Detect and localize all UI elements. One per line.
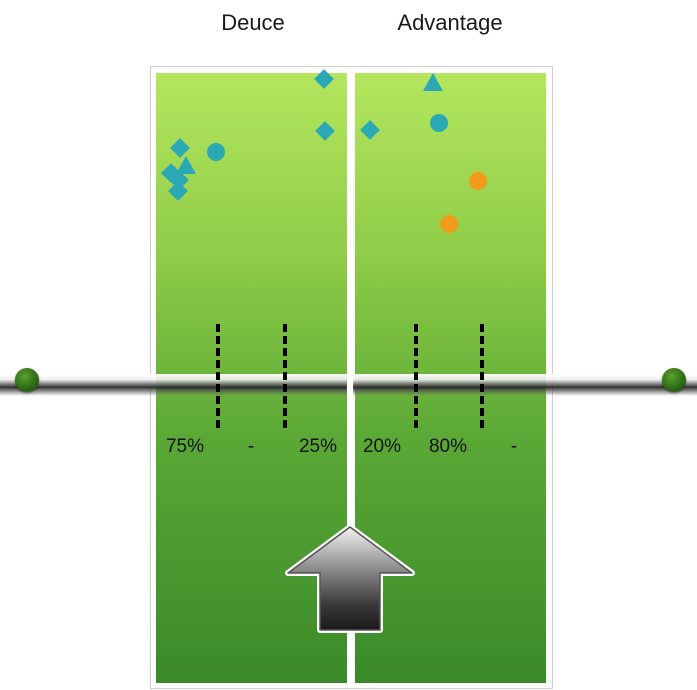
serve-diamond-marker xyxy=(314,69,334,89)
deuce-side-label: Deuce xyxy=(221,10,285,35)
advantage-body-percent: 80% xyxy=(428,436,468,457)
serve-diamond-marker xyxy=(168,181,188,201)
serve-diamond-marker xyxy=(360,120,380,140)
advantage-t-percent: 20% xyxy=(362,436,402,457)
deuce-t-percent: 25% xyxy=(298,436,338,457)
advantage-zone-divider-1 xyxy=(414,324,418,428)
deuce-zone-divider-2 xyxy=(283,324,287,428)
serve-diamond-marker xyxy=(315,121,335,141)
serve-circle-marker-orange xyxy=(440,215,458,233)
deuce-wide-percent: 75% xyxy=(165,436,205,457)
up-arrow-icon[interactable] xyxy=(285,524,415,633)
serve-diamond-marker xyxy=(169,170,189,190)
serve-triangle-marker xyxy=(423,73,443,91)
deuce-body-percent: - xyxy=(247,436,255,457)
deuce-zone-divider-1 xyxy=(216,324,220,428)
advantage-zone-divider-2 xyxy=(480,324,484,428)
serve-diamond-marker xyxy=(170,138,190,158)
right-net-post-icon xyxy=(662,368,686,392)
serve-circle-marker-orange xyxy=(469,172,487,190)
serve-circle-marker xyxy=(430,114,448,132)
center-service-line xyxy=(347,72,353,688)
left-net-post-icon xyxy=(15,368,39,392)
serve-circle-marker xyxy=(207,143,225,161)
advantage-side-label: Advantage xyxy=(397,10,503,35)
advantage-wide-percent: - xyxy=(510,436,518,457)
serve-triangle-marker xyxy=(176,156,196,174)
